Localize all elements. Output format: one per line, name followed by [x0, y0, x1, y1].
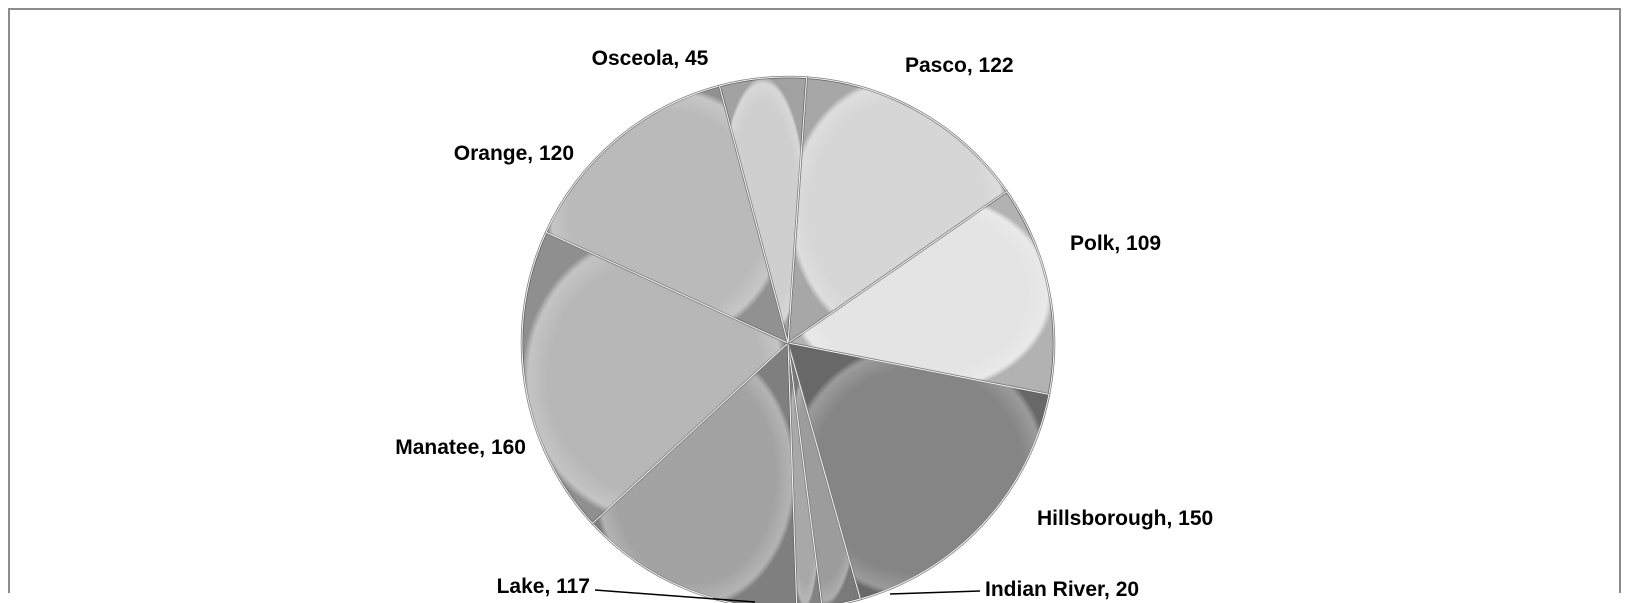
pie-slice-bevel — [591, 341, 798, 603]
data-label-lake: Lake, 117 — [497, 575, 590, 598]
chart-area: Pasco, 122 Polk, 109 Hillsborough, 150 Indi… — [8, 8, 1621, 603]
data-label-osceola: Osceola, 45 — [592, 47, 709, 70]
pie-chart: Pasco, 122 Polk, 109 Hillsborough, 150 Indi… — [395, 47, 1213, 603]
data-label-manatee: Manatee, 160 — [395, 436, 526, 459]
data-label-polk: Polk, 109 — [1070, 232, 1161, 255]
data-label-hillsborough: Hillsborough, 150 — [1037, 507, 1213, 530]
pie-slice-bevel — [521, 231, 789, 525]
pie-slice-bevel — [787, 342, 823, 603]
pie-slice-bevel — [786, 190, 1055, 396]
pie-slice-bevel — [545, 85, 789, 344]
data-label-pasco: Pasco, 122 — [905, 54, 1014, 77]
data-label-orange: Orange, 120 — [454, 142, 574, 165]
data-label-indian-river: Indian River, 20 — [985, 578, 1139, 601]
pie-slice-bevel — [787, 342, 1050, 600]
pie-slice-bevel — [718, 76, 808, 344]
pie-slice-bevel — [787, 77, 1008, 345]
